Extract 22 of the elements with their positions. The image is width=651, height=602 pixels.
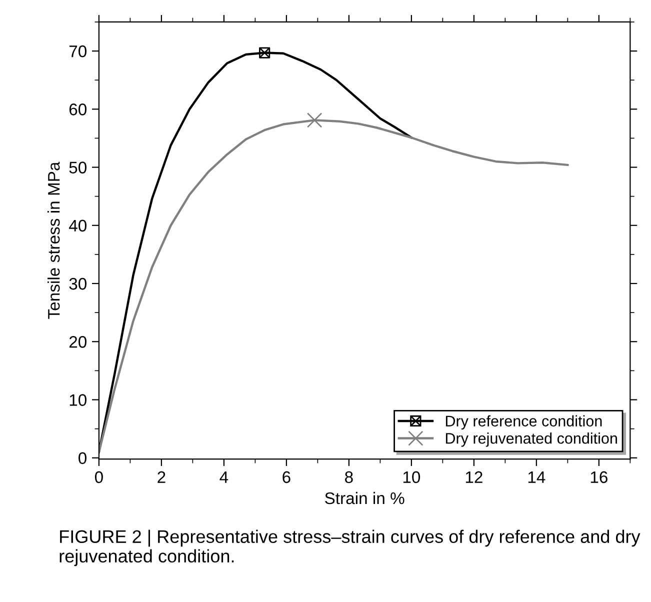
y-tick-label: 40 [68, 220, 86, 232]
y-tick-label: 20 [69, 336, 86, 348]
x-tick-label: 0 [94, 471, 103, 484]
y-axis-title: Tensile stress in MPa [48, 162, 60, 319]
x-tick-label: 12 [466, 471, 482, 483]
y-tick-label: 50 [69, 162, 86, 174]
x-axis-title: Strain in % [325, 492, 404, 504]
x-tick-label: 6 [282, 471, 290, 484]
x-tick-label: 2 [158, 471, 166, 483]
y-tick-label: 10 [70, 394, 86, 406]
y-tick-label: 60 [69, 104, 86, 116]
y-tick-label: 30 [69, 278, 86, 290]
x-tick-label: 10 [403, 471, 420, 484]
x-tick-label: 14 [528, 471, 546, 483]
x-tick-label: 16 [590, 471, 608, 484]
legend-label: Dry rejuvenated condition [446, 432, 617, 447]
y-tick-label: 70 [69, 45, 86, 58]
caption: FIGURE 2 | Representative stress–strain curves of dry reference and dry rejuvenated condition. [60, 530, 640, 566]
x-tick-label: 4 [220, 471, 228, 483]
y-tick-label: 0 [78, 452, 86, 464]
legend-label: Dry reference condition [446, 415, 602, 430]
x-tick-label: 8 [345, 471, 353, 484]
